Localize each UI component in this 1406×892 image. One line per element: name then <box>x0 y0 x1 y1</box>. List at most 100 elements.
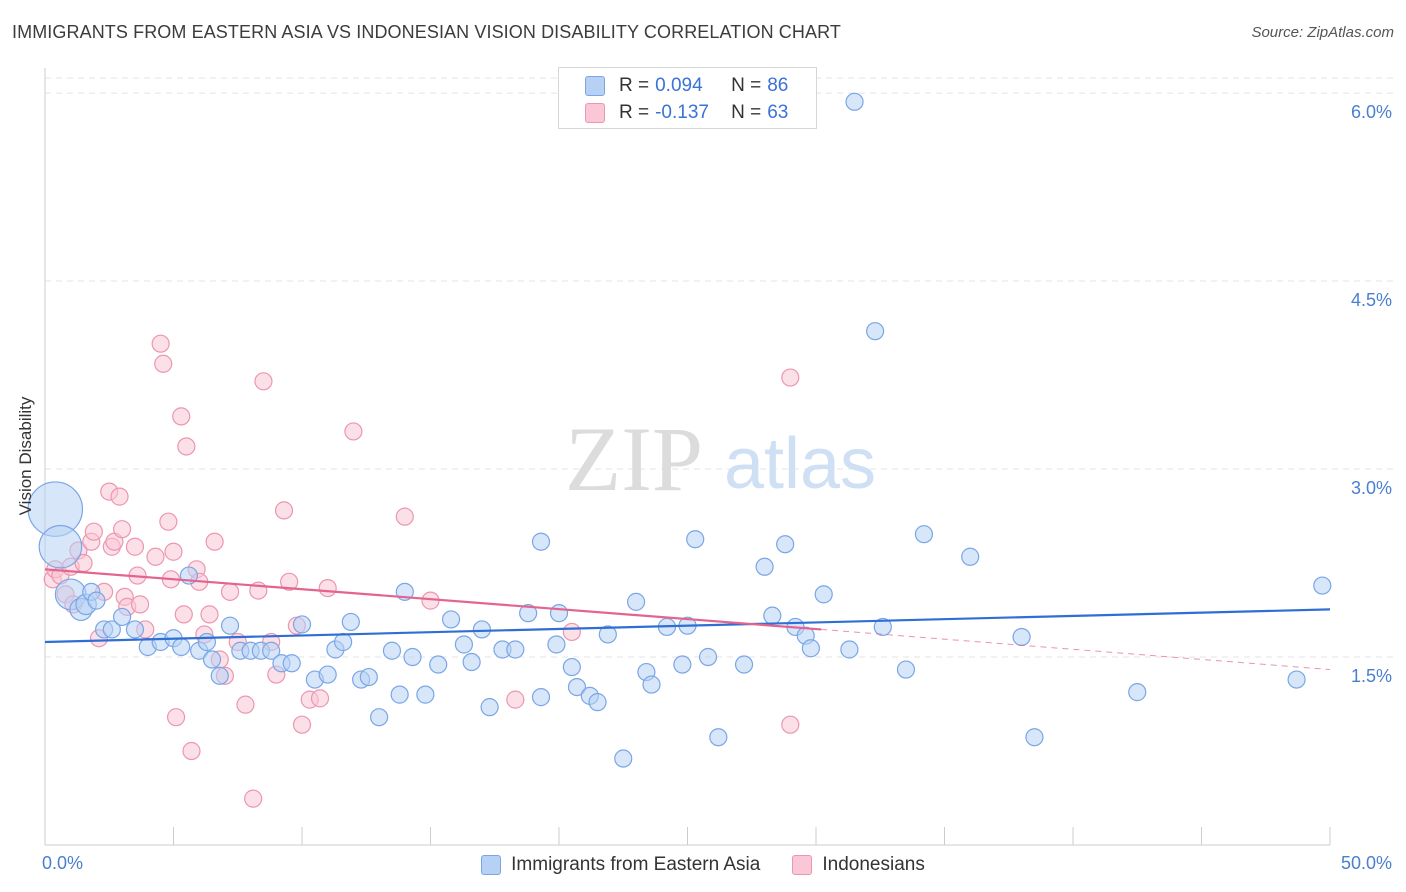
point-immigrants <box>642 675 661 694</box>
tick-labels: 1.5% 3.0% 4.5% 6.0% 0.0% 50.0% <box>42 102 1392 873</box>
point-immigrants <box>102 620 121 639</box>
x-tick-label-min: 0.0% <box>42 853 83 873</box>
legend-r-label: R = <box>619 75 650 96</box>
watermark-zip: ZIP <box>565 408 703 510</box>
legend-row-blue: R = 0.094 N = 86 <box>585 73 788 99</box>
point-indonesians <box>110 487 129 506</box>
series-immigrants-eastern-asia <box>27 92 1332 768</box>
point-immigrants <box>441 610 461 629</box>
watermark: ZIP atlas <box>565 408 876 510</box>
point-indonesians <box>395 507 414 526</box>
point-immigrants <box>814 585 833 604</box>
point-immigrants <box>845 92 864 111</box>
point-immigrants <box>220 616 240 635</box>
point-indonesians <box>159 512 178 531</box>
point-indonesians <box>781 368 800 387</box>
point-indonesians <box>112 520 132 539</box>
legend-row-pink: R = -0.137 N = 63 <box>585 100 788 126</box>
point-indonesians <box>125 537 145 556</box>
point-indonesians <box>146 547 165 566</box>
watermark-atlas: atlas <box>724 424 876 504</box>
axes <box>44 68 1331 846</box>
point-immigrants <box>506 640 525 659</box>
y-tick-label: 1.5% <box>1351 666 1392 686</box>
series-legend: Immigrants from Eastern Asia Indonesians <box>0 852 1406 878</box>
point-immigrants <box>382 641 402 660</box>
point-indonesians <box>205 532 224 551</box>
point-immigrants <box>614 749 633 768</box>
point-immigrants <box>318 665 337 684</box>
point-indonesians <box>151 334 170 353</box>
y-axis-label: Vision Disability <box>16 396 35 515</box>
point-immigrants <box>202 650 222 669</box>
point-immigrants <box>547 635 566 654</box>
point-immigrants <box>334 632 353 652</box>
point-immigrants <box>390 685 409 704</box>
point-indonesians <box>166 708 186 727</box>
point-immigrants <box>1287 670 1306 689</box>
point-immigrants <box>292 615 312 634</box>
point-indonesians <box>254 372 273 391</box>
legend-n-value: 63 <box>767 102 789 123</box>
point-immigrants <box>698 647 718 667</box>
point-immigrants <box>1025 728 1044 747</box>
point-indonesians <box>562 622 581 642</box>
point-indonesians <box>280 572 299 591</box>
point-immigrants <box>472 620 491 639</box>
point-immigrants <box>454 635 474 654</box>
point-indonesians <box>172 407 191 426</box>
point-immigrants <box>341 612 360 632</box>
point-immigrants <box>755 557 774 576</box>
legend-r-label: R = <box>619 102 650 123</box>
point-immigrants <box>519 604 538 623</box>
point-immigrants <box>914 525 934 544</box>
point-immigrants <box>567 677 587 697</box>
point-immigrants <box>588 693 607 712</box>
point-indonesians <box>130 595 150 614</box>
point-immigrants <box>801 639 820 658</box>
point-immigrants <box>172 637 191 657</box>
point-indonesians <box>292 715 312 734</box>
legend-r-value: 0.094 <box>655 75 703 96</box>
point-immigrants <box>359 667 378 687</box>
point-immigrants <box>38 524 83 569</box>
point-immigrants <box>403 647 422 667</box>
point-immigrants <box>416 685 435 704</box>
point-indonesians <box>84 522 103 541</box>
legend-swatch-pink <box>585 103 605 123</box>
trend-extension-indonesians <box>821 628 1331 671</box>
point-immigrants <box>1012 627 1031 647</box>
point-indonesians <box>220 582 240 601</box>
point-immigrants <box>1128 683 1147 702</box>
y-tick-label: 4.5% <box>1351 290 1392 310</box>
gridlines <box>45 77 1393 658</box>
point-immigrants <box>896 660 916 679</box>
point-immigrants <box>125 620 145 639</box>
legend-swatch-pink <box>792 855 813 875</box>
point-immigrants <box>549 604 569 623</box>
point-indonesians <box>310 689 330 708</box>
trend-line-indonesians <box>44 568 822 631</box>
point-indonesians <box>177 437 196 456</box>
series-indonesians <box>43 334 800 808</box>
legend-item-immigrants[interactable]: Immigrants from Eastern Asia <box>481 854 760 876</box>
point-immigrants <box>262 641 281 660</box>
point-immigrants <box>112 607 132 627</box>
point-immigrants <box>686 530 705 549</box>
point-immigrants <box>961 547 980 566</box>
legend-n-label: N = <box>731 102 762 123</box>
legend-n-label: N = <box>731 75 762 96</box>
trend-lines <box>44 568 1331 671</box>
point-immigrants <box>598 625 617 644</box>
point-immigrants <box>562 657 581 677</box>
point-indonesians <box>174 605 193 624</box>
x-tick-label-max: 50.0% <box>1341 853 1392 873</box>
legend-label-indonesians: Indonesians <box>822 854 925 875</box>
legend-item-indonesians[interactable]: Indonesians <box>792 854 925 876</box>
point-indonesians <box>154 354 173 373</box>
trend-line-immigrants <box>44 608 1331 644</box>
point-indonesians <box>182 741 201 761</box>
point-immigrants <box>709 728 728 747</box>
legend-swatch-blue <box>585 76 605 96</box>
